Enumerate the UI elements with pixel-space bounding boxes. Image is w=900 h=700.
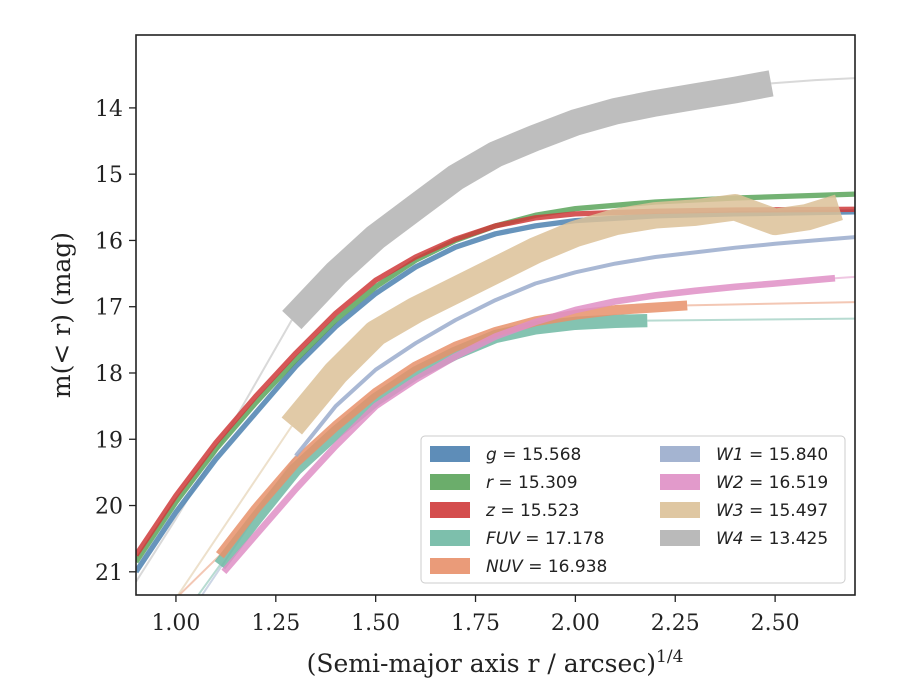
x-axis-label-sup: 1/4 xyxy=(656,647,683,667)
legend-swatch-fuv xyxy=(430,530,470,546)
x-axis-label: (Semi-major axis r / arcsec)1/4 xyxy=(307,647,684,678)
series-band-w1 xyxy=(294,235,855,458)
series-band-w4 xyxy=(282,70,774,330)
plot-frame xyxy=(135,34,856,596)
legend-band-name: r xyxy=(486,473,494,493)
y-tick-label: 18 xyxy=(95,362,123,387)
legend-label-r: r = 15.309 xyxy=(486,473,578,493)
series-band-nuv xyxy=(215,300,688,559)
legend-label-w4: W4 = 13.425 xyxy=(716,529,828,549)
extrapolation-line-nuv xyxy=(177,554,221,595)
legend-band-name: FUV xyxy=(486,529,521,549)
legend-swatch-g xyxy=(430,446,470,462)
legend-band-name: W2 xyxy=(716,473,744,493)
x-tick-label: 1.25 xyxy=(251,611,300,636)
y-tick-label: 14 xyxy=(95,97,123,122)
legend-label-fuv: FUV = 17.178 xyxy=(486,529,604,549)
y-tick-label: 19 xyxy=(95,428,123,453)
legend-band-value: = 16.519 xyxy=(744,473,829,493)
legend-label-nuv: NUV = 16.938 xyxy=(486,557,607,577)
legend-band-value: = 13.425 xyxy=(744,529,829,549)
legend-label-z: z = 15.523 xyxy=(485,501,579,521)
legend-label-g: g = 15.568 xyxy=(486,445,581,465)
x-tick-label: 1.75 xyxy=(451,611,500,636)
legend-band-name: W1 xyxy=(716,445,744,465)
extrapolation-line-w2 xyxy=(834,275,855,280)
legend-label-w2: W2 = 16.519 xyxy=(716,473,828,493)
legend-swatch-r xyxy=(430,474,470,490)
legend-swatch-w3 xyxy=(660,502,700,518)
x-tick-label: 2.00 xyxy=(551,611,600,636)
extrapolation-line-fuv xyxy=(197,564,221,595)
legend-swatch-w4 xyxy=(660,530,700,546)
series-band-w3 xyxy=(281,194,843,435)
y-axis-label: m(< r) (mag) xyxy=(47,232,76,398)
y-tick-label: 17 xyxy=(95,296,123,321)
legend-band-name: W3 xyxy=(716,501,744,521)
legend-label-w1: W1 = 15.840 xyxy=(716,445,828,465)
plot-area xyxy=(136,70,855,595)
legend-band-value: = 16.938 xyxy=(523,557,608,577)
y-tick-label: 20 xyxy=(95,495,123,520)
x-axis-label-text: (Semi-major axis r / arcsec) xyxy=(307,649,656,678)
legend-band-value: = 15.309 xyxy=(493,473,578,493)
x-tick-label: 2.25 xyxy=(651,611,700,636)
legend-band-name: NUV xyxy=(486,557,524,577)
extrapolation-line-fuv xyxy=(647,317,855,322)
legend-band-value: = 15.497 xyxy=(744,501,829,521)
y-tick-label: 16 xyxy=(95,229,123,254)
legend-swatch-z xyxy=(430,502,470,518)
x-tick-label: 1.50 xyxy=(351,611,400,636)
legend-swatch-w1 xyxy=(660,446,700,462)
legend-band-name: W4 xyxy=(716,529,744,549)
y-tick-label: 21 xyxy=(95,561,123,586)
legend-swatch-nuv xyxy=(430,558,470,574)
legend-band-value: = 15.568 xyxy=(497,445,582,465)
legend-box xyxy=(420,435,846,584)
legend-band-value: = 17.178 xyxy=(520,529,605,549)
extrapolation-line-w3 xyxy=(176,425,293,595)
extrapolation-line-nuv xyxy=(687,301,855,307)
legend-band-name: g xyxy=(486,445,497,465)
legend-band-name: z xyxy=(485,501,496,521)
x-tick-label: 2.50 xyxy=(751,611,800,636)
series-band-r xyxy=(136,191,855,564)
x-tick-label: 1.00 xyxy=(151,611,200,636)
axis-ticks: 1.00 1.25 1.50 1.75 2.00 2.25 2.50 14 15 16 17 18 19… xyxy=(95,97,800,636)
legend-swatch-w2 xyxy=(660,474,700,490)
extrapolation-line-w4 xyxy=(771,77,855,85)
series-band-w2 xyxy=(221,274,836,574)
legend-band-value: = 15.523 xyxy=(495,501,580,521)
legend-band-value: = 15.840 xyxy=(744,445,829,465)
y-tick-label: 15 xyxy=(95,163,123,188)
legend-label-w3: W3 = 15.497 xyxy=(716,501,828,521)
